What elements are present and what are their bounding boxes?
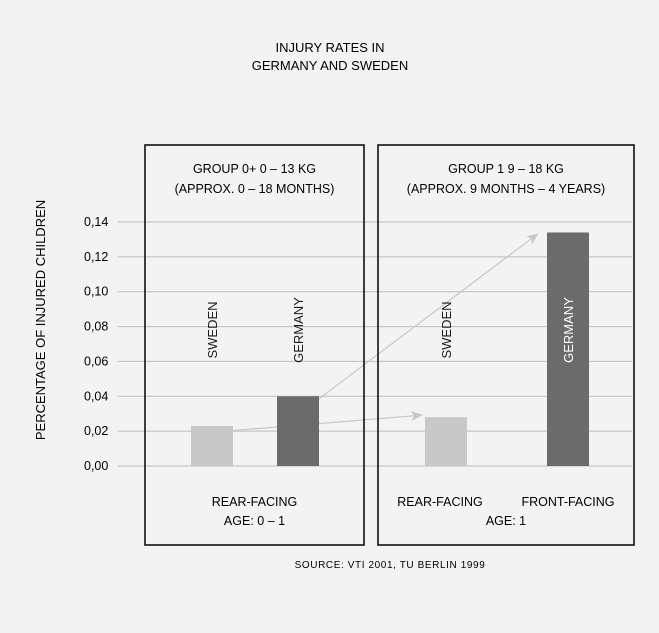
group-frame	[377, 144, 635, 546]
chart-title-line2: GERMANY AND SWEDEN	[252, 58, 409, 73]
bar	[191, 425, 233, 466]
bar-label: GERMANY	[291, 297, 306, 363]
y-tick-label: 0,08	[84, 320, 108, 334]
group-footer-front: FRONT-FACING	[521, 495, 614, 509]
group-age: AGE: 1	[486, 514, 526, 528]
y-tick-label: 0,00	[84, 459, 108, 473]
bar-label: GERMANY	[561, 297, 576, 363]
group-frame	[144, 144, 365, 546]
bar-label: SWEDEN	[439, 301, 454, 358]
arrow-sweden	[228, 411, 423, 432]
y-tick-label: 0,10	[84, 285, 108, 299]
group-age: AGE: 0 – 1	[224, 514, 285, 528]
bar-label: SWEDEN	[205, 301, 220, 358]
group-panels: GROUP 0+ 0 – 13 KG (APPROX. 0 – 18 MONTHS…	[144, 144, 635, 546]
y-tick-label: 0,12	[84, 250, 108, 264]
bar	[425, 417, 467, 466]
bars: SWEDEN GERMANY SWEDEN GERMANY	[191, 232, 589, 466]
source-note: SOURCE: VTI 2001, TU BERLIN 1999	[295, 560, 486, 571]
y-tick-label: 0,02	[84, 424, 108, 438]
arrow-germany	[316, 233, 539, 401]
chart-title-line1: INJURY RATES IN	[275, 40, 384, 55]
y-tick-label: 0,04	[84, 389, 108, 403]
bar	[277, 396, 319, 466]
group-footer: REAR-FACING	[212, 495, 297, 509]
y-tick-labels: 0,00 0,02 0,04 0,06 0,08 0,10 0,12 0,14	[84, 215, 108, 473]
group-title: GROUP 0+ 0 – 13 KG	[193, 162, 316, 176]
bar	[547, 232, 589, 466]
group-subtitle: (APPROX. 9 MONTHS – 4 YEARS)	[407, 182, 605, 196]
group-footer: REAR-FACING	[397, 495, 482, 509]
y-axis-label: PERCENTAGE OF INJURED CHILDREN	[33, 200, 48, 440]
group-subtitle: (APPROX. 0 – 18 MONTHS)	[175, 182, 335, 196]
group-title: GROUP 1 9 – 18 KG	[448, 162, 564, 176]
y-tick-label: 0,14	[84, 215, 108, 229]
comparison-arrows	[228, 233, 539, 432]
y-tick-label: 0,06	[84, 354, 108, 368]
